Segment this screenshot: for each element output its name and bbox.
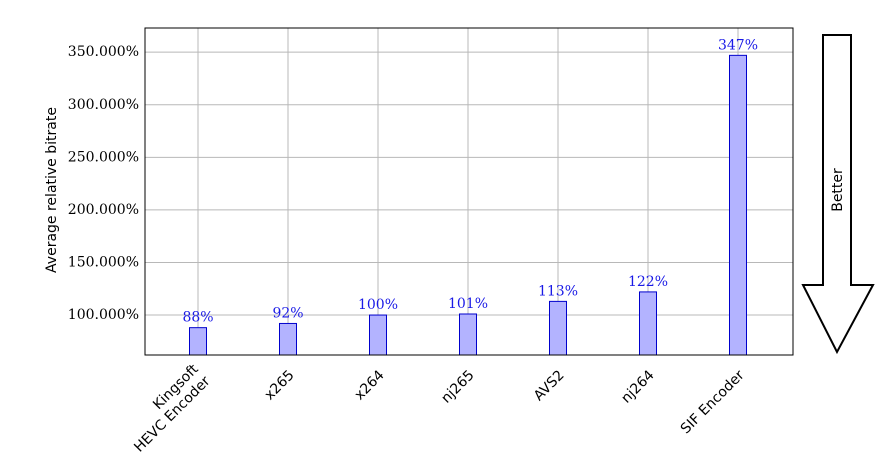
x-tick-label: SIF Encoder	[678, 367, 748, 437]
value-label: 101%	[448, 296, 488, 312]
y-tick-label: 100.000%	[68, 307, 139, 323]
x-tick-label: nj265	[438, 367, 477, 406]
y-tick-label: 350.000%	[68, 44, 139, 60]
bar	[729, 54, 747, 356]
x-tick-label: x265	[262, 367, 298, 403]
arrow-label: Better	[830, 168, 846, 212]
y-axis-label: Average relative bitrate	[44, 107, 60, 273]
bar	[369, 314, 387, 356]
x-tick-label: nj264	[618, 367, 657, 406]
bar	[459, 313, 477, 356]
better-arrow	[801, 34, 875, 355]
x-tick-label: x264	[352, 367, 388, 403]
y-tick-label: 200.000%	[68, 202, 139, 218]
value-label: 113%	[538, 283, 578, 299]
bar	[189, 327, 207, 356]
value-label: 92%	[272, 305, 303, 321]
y-tick-label: 300.000%	[68, 97, 139, 113]
value-label: 122%	[628, 274, 668, 290]
bar	[549, 300, 567, 356]
x-tick-label: KingsoftHEVC Encoder	[119, 361, 214, 456]
y-tick-label: 150.000%	[68, 254, 139, 270]
bar	[279, 322, 297, 356]
value-label: 347%	[718, 37, 758, 53]
plot-frame	[144, 27, 794, 356]
y-tick-label: 250.000%	[68, 149, 139, 165]
bar	[639, 291, 657, 356]
value-label: 88%	[182, 310, 213, 326]
x-tick-label: AVS2	[531, 367, 568, 404]
value-label: 100%	[358, 297, 398, 313]
